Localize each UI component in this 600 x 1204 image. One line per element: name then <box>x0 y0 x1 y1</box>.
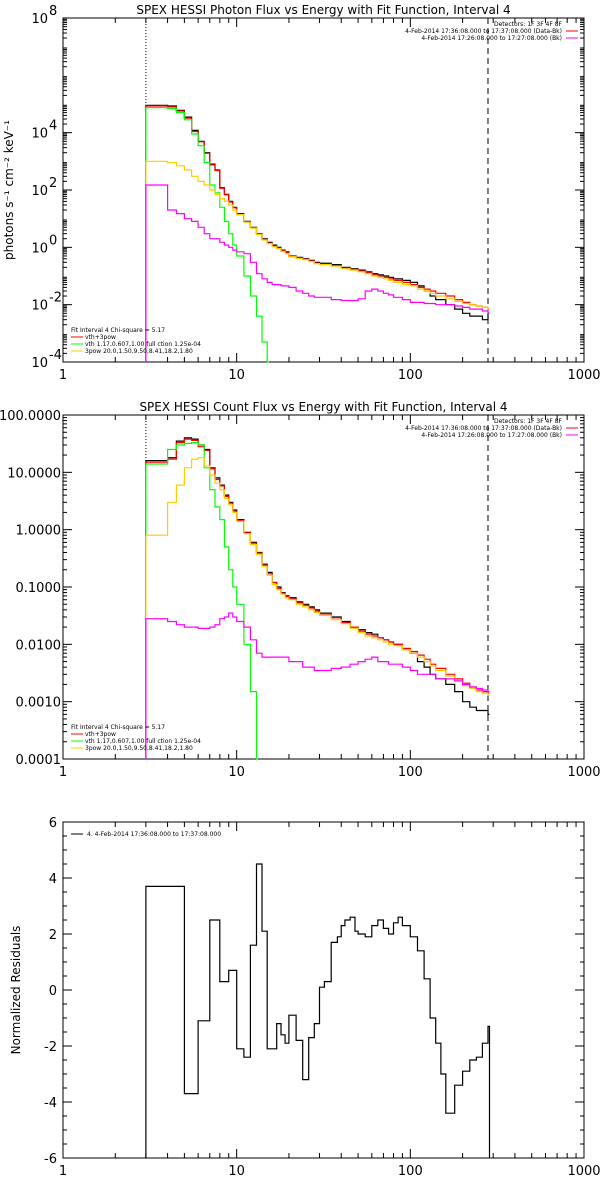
legend-bottom-entry: 3pow 20.0,1.50,9.50,8.41,18.2,1.80 <box>85 745 193 752</box>
y-tick-label: 10 <box>31 12 48 27</box>
y-axis-label: Normalized Residuals <box>9 926 23 1055</box>
series-line-2 <box>145 442 258 760</box>
legend-bottom-entry: vth+3pow <box>85 731 116 738</box>
series-line-0 <box>145 863 491 1158</box>
legend-bottom-entry: Fit Interval 4 Chi-square = 5.17 <box>71 327 165 334</box>
legend-bottom-entry: vth+3pow <box>85 334 116 341</box>
y-tick-label: 4 <box>49 872 57 887</box>
legend-top-entry: 4-Feb-2014 17:26:08.000 to 17:27:08.000 … <box>421 432 562 439</box>
x-tick-label: 10 <box>228 765 245 780</box>
y-tick-exponent: -4 <box>49 348 62 363</box>
y-tick-exponent: 4 <box>49 119 57 134</box>
y-tick-exponent: 2 <box>49 176 57 191</box>
y-tick-label: 0.1000 <box>16 581 62 596</box>
chart-title-0: SPEX HESSI Photon Flux vs Energy with Fi… <box>136 3 510 17</box>
y-tick-label: 1.0000 <box>16 524 62 539</box>
y-tick-label: 10 <box>31 356 48 371</box>
legend-top-entry: 4-Feb-2014 17:36:08.000 to 17:37:08.000 … <box>405 425 562 432</box>
x-tick-label: 100 <box>398 368 423 383</box>
y-tick-label: 10 <box>31 184 48 199</box>
x-tick-label: 100 <box>398 765 423 780</box>
y-tick-label: 0.0100 <box>16 638 62 653</box>
y-tick-label: -6 <box>44 1152 57 1167</box>
y-tick-label: 10.0000 <box>7 466 61 481</box>
x-tick-label: 100 <box>398 1164 423 1179</box>
legend-top-entry: 4-Feb-2014 17:36:08.000 to 17:37:08.000 … <box>405 28 562 35</box>
y-tick-label: -4 <box>44 1096 57 1111</box>
y-tick-label: 6 <box>49 816 57 831</box>
legend-top-entry: 4-Feb-2014 17:26:08.000 to 17:27:08.000 … <box>421 35 562 42</box>
y-axis-label: photons s⁻¹ cm⁻² keV⁻¹ <box>2 120 16 260</box>
y-tick-label: 0.0001 <box>16 753 62 768</box>
x-tick-label: 1 <box>59 1164 67 1179</box>
x-tick-label: 1000 <box>567 368 600 383</box>
x-tick-label: 10 <box>228 368 245 383</box>
x-tick-label: 1 <box>59 765 67 780</box>
legend-bottom-entry: vth 1.17,0.607,1.00 full ction 1.25e-04 <box>85 341 201 348</box>
x-tick-label: 1000 <box>567 765 600 780</box>
series-line-2 <box>145 107 269 363</box>
y-tick-label: 0 <box>49 984 57 999</box>
x-tick-label: 1000 <box>567 1164 600 1179</box>
y-tick-label: -2 <box>44 1040 57 1055</box>
y-tick-label: 10 <box>31 127 48 142</box>
legend-bottom-entry: Fit Interval 4 Chi-square = 5.17 <box>71 724 165 731</box>
series-line-3 <box>145 160 490 362</box>
series-line-4 <box>145 184 490 362</box>
x-tick-label: 10 <box>228 1164 245 1179</box>
y-tick-label: 0.0010 <box>16 696 62 711</box>
y-tick-exponent: 8 <box>49 4 57 19</box>
legend-entry: 4. 4-Feb-2014 17:36:08.000 to 17:37:08.0… <box>87 831 221 838</box>
x-tick-label: 1 <box>59 368 67 383</box>
chart-title-1: SPEX HESSI Count Flux vs Energy with Fit… <box>139 400 507 414</box>
y-tick-label: 10 <box>31 241 48 256</box>
legend-bottom-entry: 3pow 20.0,1.50,9.50,8.41,18.2,1.80 <box>85 348 193 355</box>
y-tick-label: 2 <box>49 928 57 943</box>
legend-top-entry: Detectors: 1F 3F 4F 8F <box>494 418 563 425</box>
y-tick-exponent: -2 <box>49 291 62 306</box>
y-tick-exponent: 0 <box>49 233 57 248</box>
legend-top-entry: Detectors: 1F 3F 4F 8F <box>494 21 563 28</box>
series-line-3 <box>145 457 490 759</box>
y-tick-label: 100.0000 <box>0 409 61 424</box>
legend-bottom-entry: vth 1.17,0.607,1.00 full ction 1.25e-04 <box>85 738 201 745</box>
series-line-4 <box>145 612 490 759</box>
y-tick-label: 10 <box>31 299 48 314</box>
